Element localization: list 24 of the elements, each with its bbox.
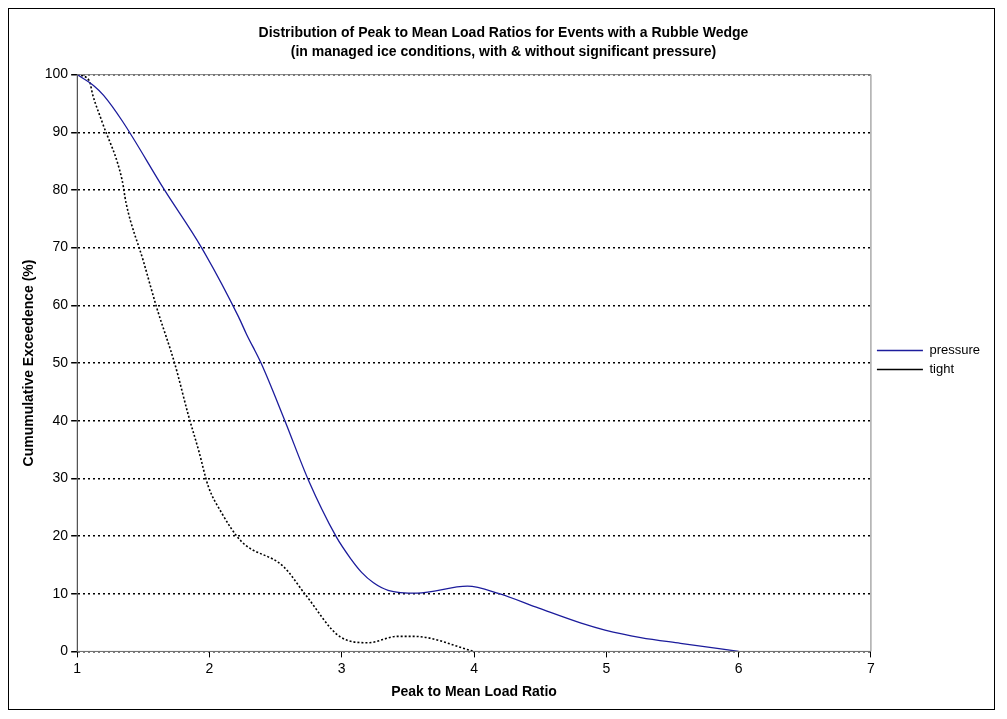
legend-label: pressure — [929, 342, 980, 358]
chart-title: Distribution of Peak to Mean Load Ratios for Events with a Rubble Wedge — [258, 24, 749, 41]
x-tick-label: 5 — [602, 659, 611, 676]
y-axis-title: Cumumulative Exceedence (%) — [20, 259, 37, 467]
y-tick-label: 70 — [52, 238, 69, 255]
y-tick-label: 50 — [52, 353, 69, 370]
y-tick-label: 20 — [52, 526, 69, 543]
y-tick-label: 30 — [52, 469, 69, 486]
y-tick-label: 90 — [52, 123, 69, 140]
chart-subtitle: (in managed ice conditions, with & without significant pressure) — [290, 43, 717, 60]
y-tick-label: 60 — [52, 296, 69, 313]
x-tick-label: 3 — [337, 659, 346, 676]
y-tick-label: 100 — [44, 65, 69, 82]
y-tick-label: 80 — [52, 180, 69, 197]
y-tick-label: 10 — [52, 584, 69, 601]
x-tick-label: 4 — [470, 659, 479, 676]
legend-label: tight — [929, 361, 955, 377]
x-tick-label: 2 — [205, 659, 214, 676]
y-tick-label: 0 — [60, 642, 69, 659]
x-tick-label: 1 — [73, 659, 82, 676]
x-axis-title: Peak to Mean Load Ratio — [391, 683, 557, 700]
y-tick-label: 40 — [52, 411, 69, 428]
x-tick-label: 7 — [867, 659, 876, 676]
x-tick-label: 6 — [734, 659, 743, 676]
